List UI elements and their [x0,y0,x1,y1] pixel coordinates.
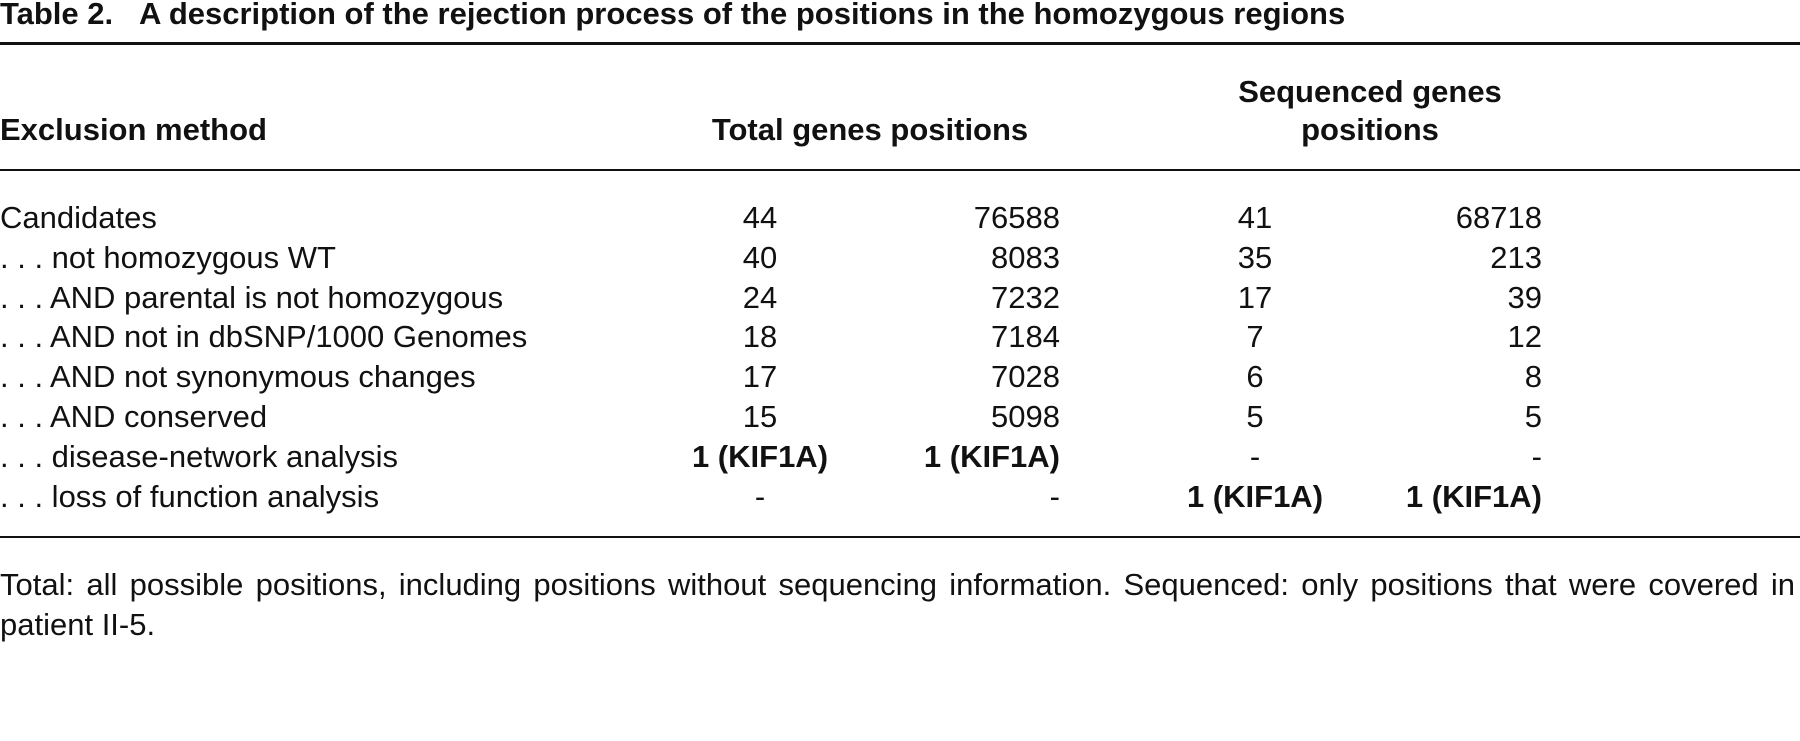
table-cell: 39 [1507,279,1542,315]
table-cell: - [1531,438,1542,474]
table-cell: 1 (KIF1A) [1186,478,1324,514]
row-label: . . . AND conserved [0,399,268,434]
table-label: Table 2. [0,0,114,31]
row-label: . . . AND not in dbSNP/1000 Genomes [0,319,528,355]
table-cell: 5 [1246,399,1264,434]
table-cell: - [754,478,766,514]
row-label: . . . disease-network analysis [0,438,399,474]
table-cell: 6 [1246,359,1264,395]
row-label: Candidates [0,200,157,235]
bottom-rule [0,536,1800,538]
table-cell: 1 (KIF1A) [923,438,1060,474]
table-cell: 35 [1237,239,1273,275]
table-footnote: Total: all possible positions, including… [0,567,1795,642]
table-cell: 5098 [991,399,1060,434]
table-cell: 5 [1524,399,1542,434]
column-header: Exclusion method [0,112,267,147]
table-cell: 15 [742,399,778,434]
table-cell: 12 [1507,319,1542,355]
table-title: Table 2. A description of the rejection … [0,0,1345,34]
table-cell: 76588 [973,200,1060,235]
table-cell: 213 [1490,239,1542,275]
table-cell: 1 (KIF1A) [691,438,829,474]
table-cell: 68718 [1455,200,1542,235]
table-cell: 40 [742,239,778,275]
table-cell: 24 [742,279,778,315]
column-header: Total genes positions [711,112,1029,147]
row-label: . . . AND parental is not homozygous [0,279,504,315]
table-cell: - [1249,438,1261,474]
row-label: . . . loss of function analysis [0,478,380,514]
table-cell: - [1049,478,1060,514]
row-label: . . . not homozygous WT [0,239,336,275]
table-cell: 41 [1237,200,1273,235]
table-cell: 7028 [991,359,1060,395]
column-header: Sequenced genes positions [1238,74,1502,147]
table-cell: 17 [1237,279,1273,315]
table-cell: 7184 [991,319,1060,355]
table-caption: A description of the rejection process o… [138,0,1346,31]
table-cell: 7232 [991,279,1060,315]
table-cell: 44 [742,200,778,235]
row-label: . . . AND not synonymous changes [0,359,476,395]
table-cell: 18 [742,319,778,355]
header-rule [0,169,1800,171]
top-rule [0,42,1800,45]
table-cell: 1 (KIF1A) [1405,478,1542,514]
table-cell: 17 [742,359,778,395]
table-cell: 8083 [991,239,1060,275]
table-cell: 7 [1246,319,1264,355]
table-cell: 8 [1524,359,1542,395]
